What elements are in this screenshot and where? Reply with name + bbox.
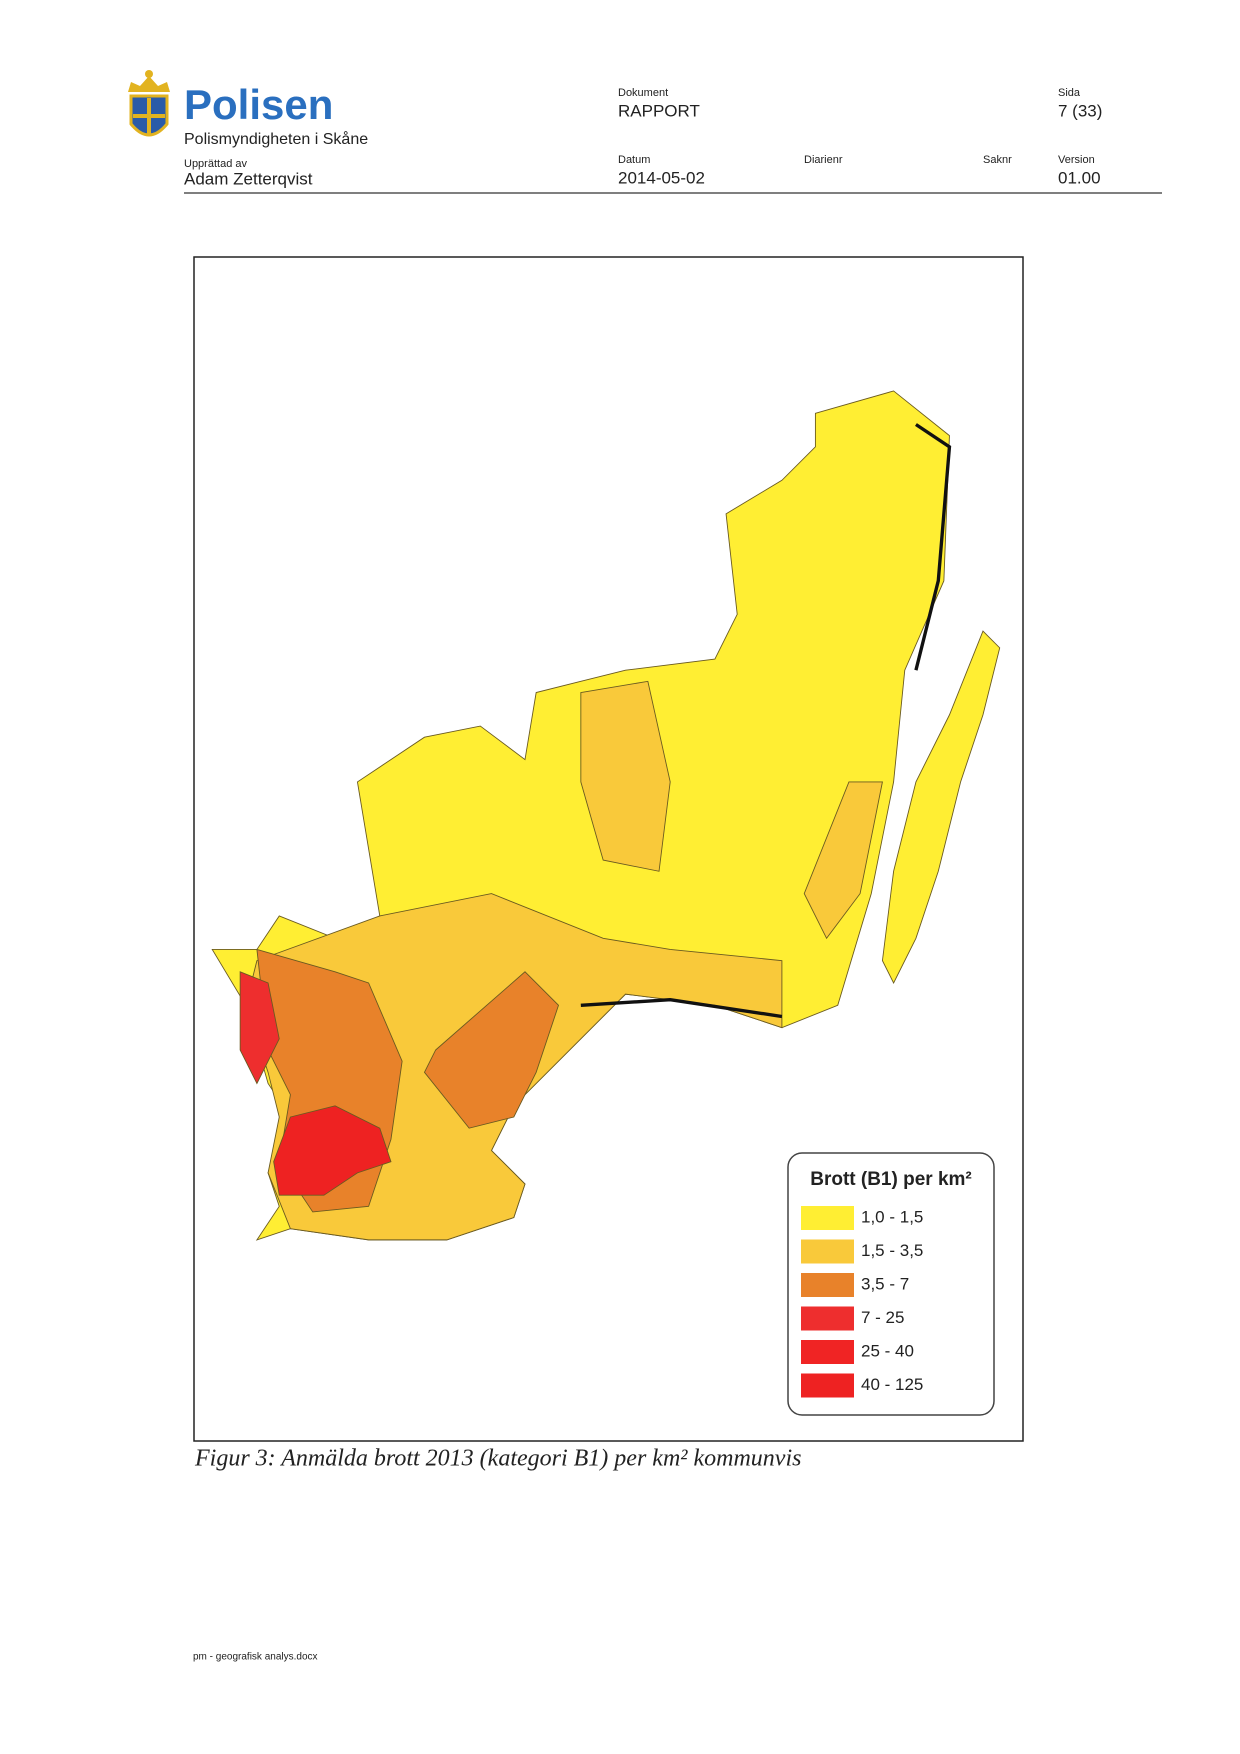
legend: 1,0 - 1,5 1,5 - 3,5 3,5 - 7 7 - 25 25 - 40 40…: [801, 1206, 923, 1398]
author-label: Upprättad av: [184, 158, 247, 170]
document-label: Dokument: [618, 87, 668, 99]
legend-label: 7 - 25: [861, 1308, 904, 1327]
legend-label: 40 - 125: [861, 1375, 923, 1394]
document: RAPPORT: [618, 101, 700, 120]
caption: Figur 3: Anmälda brott 2013 (kategori B1…: [194, 1446, 801, 1472]
legend-label: 1,0 - 1,5: [861, 1207, 923, 1226]
page-label: Sida: [1058, 87, 1081, 99]
map-frame: [193, 256, 1024, 1442]
logo: [128, 70, 170, 137]
legend-swatch: [801, 1373, 854, 1398]
legend-swatch: [801, 1273, 854, 1297]
page-number: 7 (33): [1058, 101, 1102, 120]
version: 01.00: [1058, 168, 1101, 187]
logo-text: Polisen: [184, 81, 333, 128]
legend-swatch: [801, 1239, 854, 1264]
map: [211, 390, 1001, 1241]
legend-label: 25 - 40: [861, 1341, 914, 1360]
legend-swatch: [801, 1206, 854, 1230]
organization: Polismyndigheten i Skåne: [184, 130, 368, 148]
legend-label: 3,5 - 7: [861, 1274, 909, 1293]
saknr-label: Saknr: [983, 154, 1012, 166]
version-label: Version: [1058, 154, 1095, 166]
author: Adam Zetterqvist: [184, 169, 313, 188]
footer: pm - geografisk analys.docx: [193, 1652, 318, 1663]
legend-swatch: [801, 1340, 854, 1364]
legend-swatch: [801, 1306, 854, 1331]
legend-title: Brott (B1) per km²: [810, 1169, 972, 1190]
diarienr-label: Diarienr: [804, 154, 843, 166]
legend-label: 1,5 - 3,5: [861, 1241, 923, 1260]
date-label: Datum: [618, 154, 650, 166]
date: 2014-05-02: [618, 168, 705, 187]
